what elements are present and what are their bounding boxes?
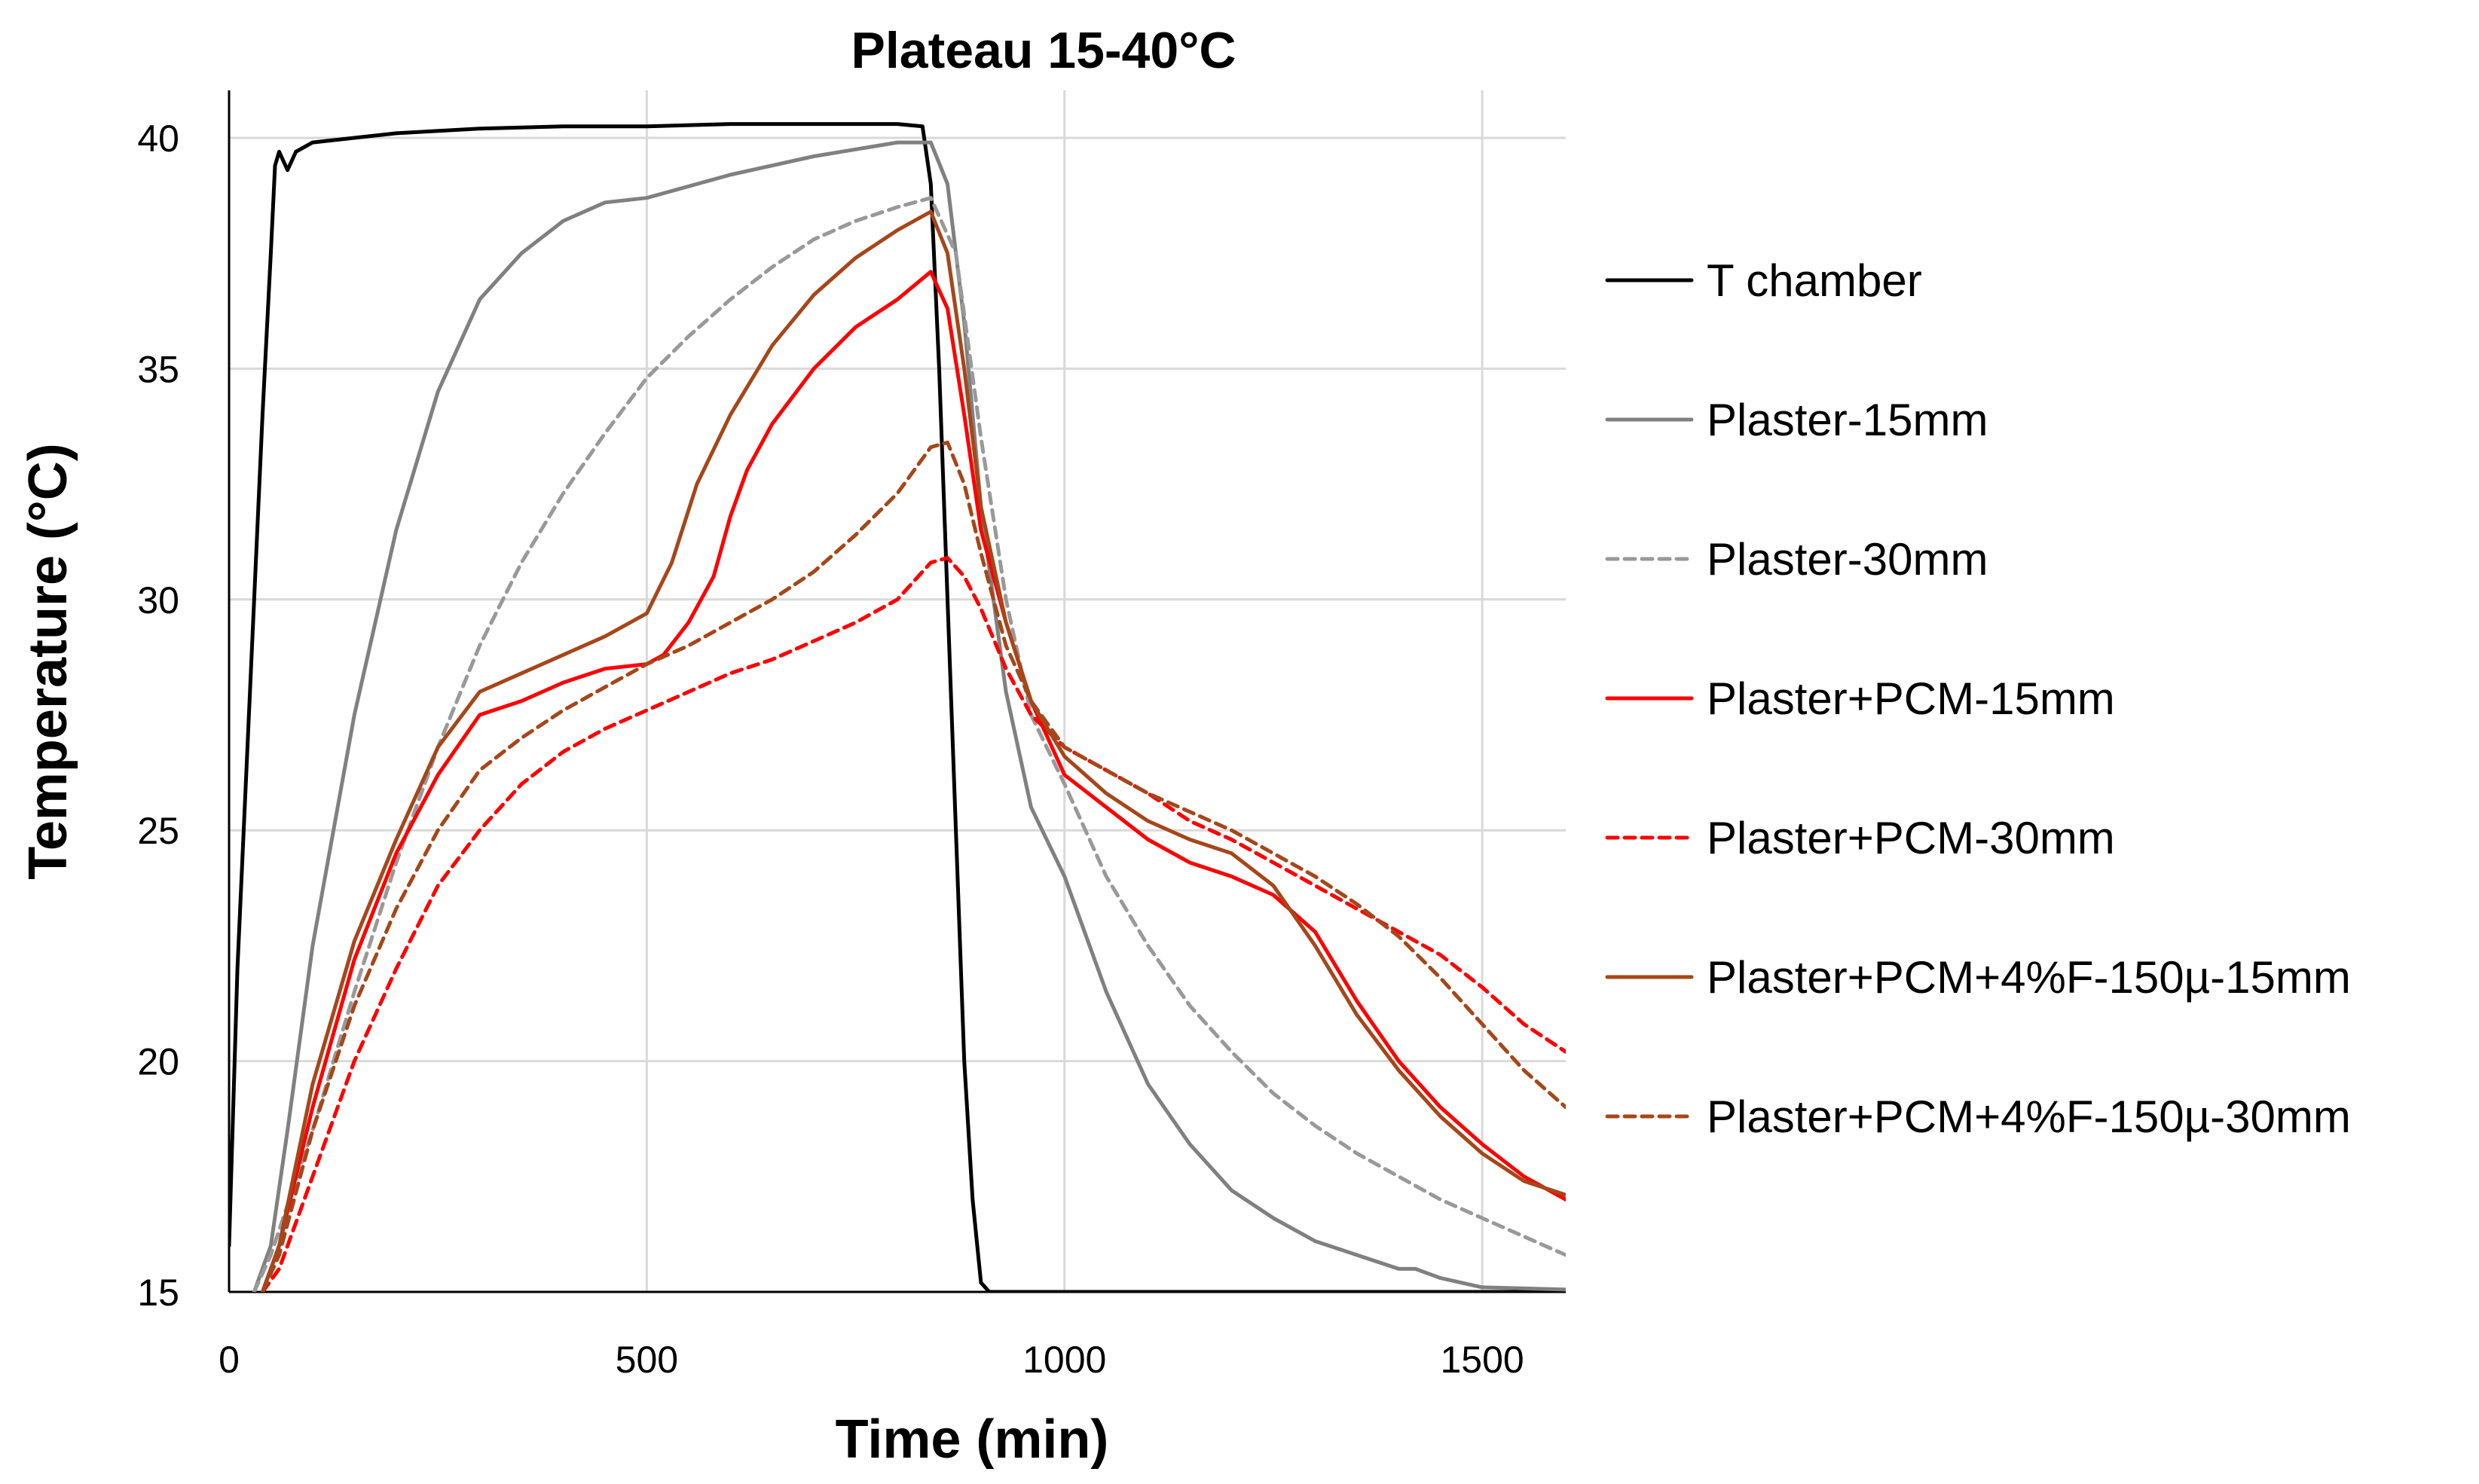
- x-axis-label: Time (min): [836, 1409, 1109, 1470]
- legend-label-2: Plaster-15mm: [1707, 395, 1988, 445]
- series-line-1: [229, 122, 1566, 1292]
- series-line-4: [260, 270, 1566, 1292]
- gridlines: [229, 90, 1566, 1292]
- axes: [228, 90, 1566, 1293]
- y-tick-label: 15: [137, 1272, 179, 1314]
- legend-label-3: Plaster-30mm: [1707, 534, 1988, 585]
- series-line-6: [260, 209, 1566, 1292]
- series-line-5: [260, 556, 1566, 1292]
- x-tick-label: 500: [616, 1339, 678, 1381]
- x-tick-label: 0: [219, 1339, 240, 1381]
- series-line-7: [260, 440, 1566, 1292]
- y-tick-label: 25: [137, 810, 179, 852]
- y-tick-label: 30: [137, 579, 179, 621]
- y-tick-label: 40: [137, 118, 179, 160]
- y-axis-label: Temperature (°C): [18, 443, 78, 880]
- y-tick-label: 35: [137, 348, 179, 390]
- series-line-3: [252, 196, 1566, 1292]
- x-tick-label: 1000: [1022, 1339, 1106, 1381]
- legend-label-6: Plaster+PCM+4%F-150µ-15mm: [1707, 952, 2351, 1003]
- x-tick-label: 1500: [1441, 1339, 1524, 1381]
- legend-label-7: Plaster+PCM+4%F-150µ-30mm: [1707, 1092, 2351, 1142]
- series-lines: [229, 122, 1566, 1292]
- legend-label-1: T chamber: [1707, 255, 1922, 306]
- y-tick-labels: 15 20 25 30 35 40: [137, 118, 179, 1314]
- legend: T chamber Plaster-15mm Plaster-30mm Plaster…: [1605, 255, 2351, 1142]
- legend-label-5: Plaster+PCM-30mm: [1707, 813, 2115, 863]
- chart-title: Plateau 15-40°C: [851, 22, 1236, 79]
- y-tick-label: 20: [137, 1041, 179, 1083]
- x-tick-labels: 0 500 1000 1500: [219, 1339, 1524, 1381]
- legend-label-4: Plaster+PCM-15mm: [1707, 673, 2115, 724]
